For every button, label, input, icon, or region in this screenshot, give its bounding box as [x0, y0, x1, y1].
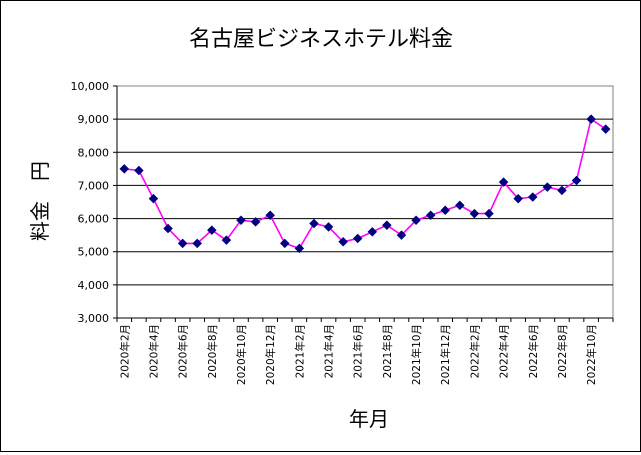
x-tick-label: 2021年6月 [352, 324, 365, 378]
x-tick-label: 2022年8月 [556, 324, 569, 378]
data-point-marker [469, 208, 480, 219]
y-tick-label: 8,000 [78, 146, 110, 159]
data-point-marker [440, 205, 451, 216]
data-point-marker [309, 218, 319, 229]
data-point-marker [571, 175, 582, 186]
data-point-marker [513, 193, 524, 204]
data-point-marker [134, 165, 144, 176]
data-point-marker [586, 114, 596, 124]
data-point-marker [221, 235, 232, 245]
y-tick-label: 4,000 [78, 279, 110, 292]
x-tick-label: 2022年4月 [498, 324, 511, 378]
y-axis-label: 料金 円 [28, 161, 52, 241]
data-point-marker [294, 243, 305, 254]
chart-title: 名古屋ビジネスホテル料金 [189, 27, 453, 52]
data-point-marker [119, 164, 130, 174]
x-tick-label: 2020年4月 [147, 324, 160, 378]
data-point-marker [279, 238, 290, 249]
x-tick-label: 2022年10月 [585, 324, 598, 385]
data-point-marker [206, 225, 217, 236]
data-point-marker [557, 185, 567, 196]
gridlines [117, 118, 613, 286]
y-axis-ticks: 3,000 4,000 5,000 6,000 7,000 8,000 9,000 10,00… [71, 80, 117, 325]
data-point-marker [527, 192, 538, 202]
data-point-marker [236, 215, 246, 226]
data-point-marker [163, 223, 173, 234]
x-tick-label: 2020年2月 [118, 324, 131, 378]
x-tick-label: 2020年10月 [235, 324, 248, 385]
data-point-marker [177, 238, 188, 249]
data-point-marker [148, 193, 159, 204]
data-point-marker [323, 222, 334, 232]
x-tick-label: 2020年6月 [177, 324, 190, 378]
data-point-marker [411, 215, 421, 226]
data-point-marker [265, 210, 276, 221]
y-tick-label: 5,000 [78, 246, 110, 259]
x-tick-label: 2021年4月 [323, 324, 336, 378]
data-point-marker [250, 217, 261, 227]
data-point-marker [192, 238, 203, 249]
x-axis-ticks: 2020年2月 2020年4月 2020年6月 2020年8月 2020年10月 2020… [116, 318, 614, 385]
y-tick-label: 10,000 [71, 80, 110, 93]
data-point-marker [425, 210, 436, 221]
series-markers [119, 114, 611, 254]
series-line [124, 117, 607, 250]
y-tick-label: 7,000 [78, 179, 110, 192]
x-tick-label: 2020年8月 [206, 324, 219, 378]
data-point-marker [382, 220, 392, 231]
x-tick-label: 2021年8月 [381, 324, 394, 378]
y-tick-label: 6,000 [78, 213, 110, 226]
x-tick-label: 2022年6月 [527, 324, 540, 378]
x-tick-label: 2021年2月 [293, 324, 306, 378]
data-point-marker [396, 230, 407, 240]
x-tick-label: 2022年2月 [468, 324, 481, 378]
x-tick-label: 2020年12月 [264, 324, 277, 385]
y-tick-label: 9,000 [78, 113, 110, 126]
x-tick-label: 2021年10月 [410, 324, 423, 385]
x-axis-label: 年月 [349, 407, 389, 431]
series-line-group [124, 117, 607, 250]
data-point-marker [352, 233, 363, 244]
data-point-marker [367, 226, 378, 237]
x-tick-label: 2021年12月 [439, 324, 452, 385]
data-point-marker [484, 208, 494, 219]
data-point-marker [498, 177, 509, 187]
data-point-marker [454, 200, 465, 211]
plot-area [116, 85, 614, 319]
data-point-marker [338, 236, 348, 247]
data-point-marker [542, 182, 553, 192]
data-point-marker [600, 124, 611, 134]
y-tick-label: 3,000 [78, 312, 110, 325]
